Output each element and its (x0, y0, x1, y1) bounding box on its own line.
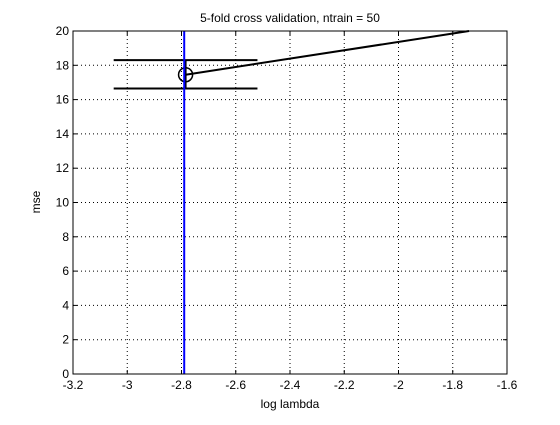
y-axis-label: mse (29, 190, 43, 213)
y-tick-label: 12 (56, 161, 70, 175)
x-tick-label: -2.4 (280, 378, 301, 392)
y-tick-label: 10 (56, 196, 70, 210)
chart-title: 5-fold cross validation, ntrain = 50 (200, 11, 380, 25)
y-tick-label: 16 (56, 93, 70, 107)
x-tick-label: -1.6 (497, 378, 518, 392)
y-tick-label: 8 (62, 230, 69, 244)
x-tick-label: -3 (122, 378, 133, 392)
x-tick-label: -1.8 (442, 378, 463, 392)
x-tick-label: -2 (393, 378, 404, 392)
y-tick-label: 18 (56, 58, 70, 72)
x-tick-label: -2.6 (225, 378, 246, 392)
y-tick-label: 0 (62, 367, 69, 381)
x-axis-label: log lambda (261, 397, 320, 411)
y-tick-label: 2 (62, 333, 69, 347)
y-tick-label: 20 (56, 24, 70, 38)
y-tick-label: 6 (62, 264, 69, 278)
y-tick-label: 14 (56, 127, 70, 141)
x-tick-label: -2.2 (334, 378, 355, 392)
x-tick-label: -2.8 (171, 378, 192, 392)
y-tick-label: 4 (62, 298, 69, 312)
